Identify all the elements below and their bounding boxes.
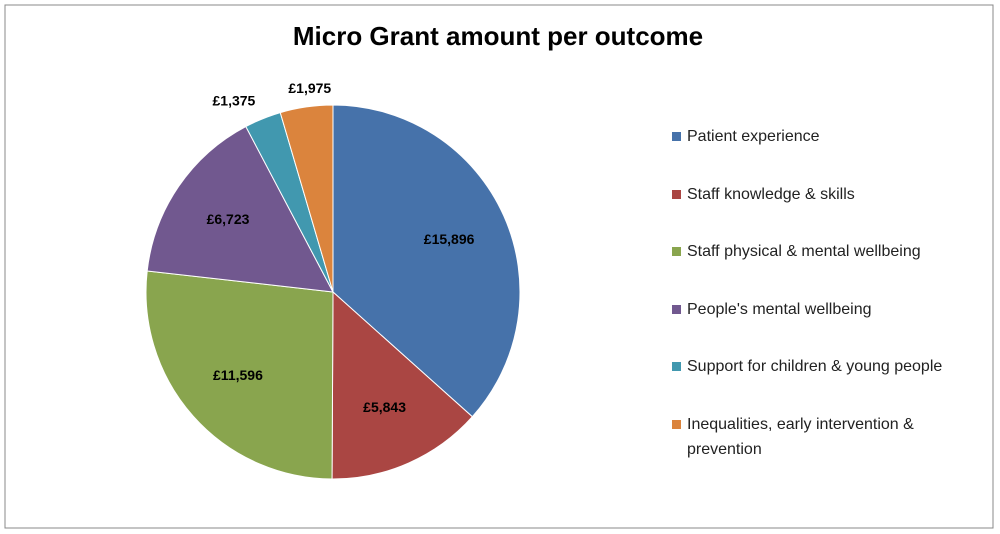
data-label: £1,975	[288, 80, 331, 96]
data-label: £6,723	[207, 211, 250, 227]
legend: Patient experience Staff knowledge & skil…	[672, 124, 972, 469]
legend-label: Inequalities, early intervention & preve…	[687, 415, 914, 458]
data-label: £11,596	[213, 367, 263, 383]
pie-slice	[332, 104, 521, 418]
legend-label: Staff knowledge & skills	[687, 185, 855, 203]
chart-title: Micro Grant amount per outcome	[293, 21, 703, 51]
legend-swatch	[672, 247, 681, 256]
legend-item: Staff physical & mental wellbeing	[672, 239, 972, 297]
legend-label: Patient experience	[687, 128, 820, 145]
legend-swatch	[672, 189, 681, 199]
legend-swatch	[672, 304, 681, 314]
data-label: £5,843	[363, 399, 406, 415]
pie-slice	[331, 290, 474, 480]
legend-item: Inequalities, early intervention & preve…	[672, 412, 972, 470]
pie-slice	[146, 125, 334, 293]
legend-swatch	[672, 132, 681, 141]
pie-slice	[145, 270, 334, 480]
legend-item: Staff knowledge & skills	[672, 182, 972, 240]
legend-swatch	[672, 362, 681, 371]
legend-label: People's mental wellbeing	[687, 300, 872, 318]
legend-item: People's mental wellbeing	[672, 297, 972, 355]
pie-slice	[279, 104, 334, 293]
legend-item: Patient experience	[672, 124, 972, 182]
legend-label: Staff physical & mental wellbeing	[687, 243, 921, 260]
legend-label: Support for children & young people	[687, 358, 943, 375]
legend-item: Support for children & young people	[672, 354, 972, 412]
data-label: £1,375	[213, 93, 256, 109]
data-label: £15,896	[424, 231, 475, 247]
legend-swatch	[672, 419, 681, 429]
pie: £15,896 £5,843 £11,596 £6,723 £1,375 £1,975	[145, 80, 521, 480]
